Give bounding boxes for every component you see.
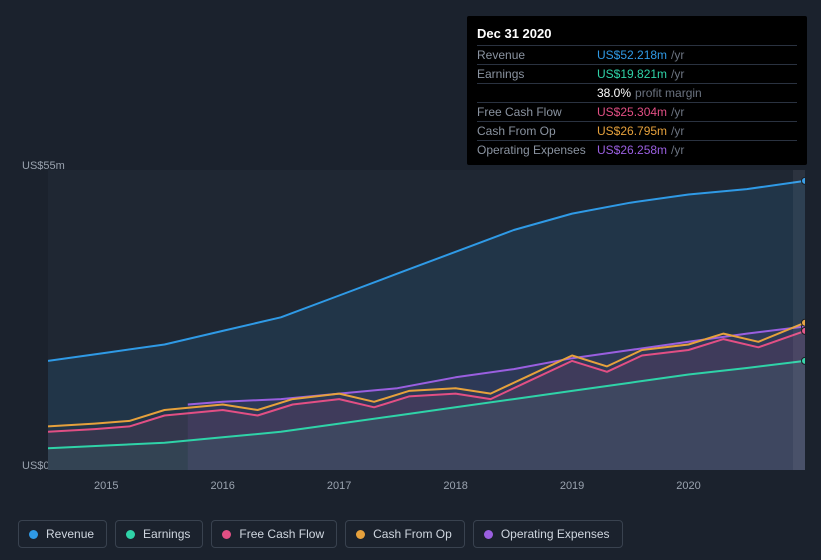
x-axis-tick: 2015 bbox=[94, 480, 118, 492]
tooltip-row-label: Revenue bbox=[477, 48, 597, 62]
chart-highlight-band bbox=[793, 170, 805, 470]
legend-swatch-icon bbox=[222, 530, 231, 539]
x-axis-tick: 2020 bbox=[676, 480, 700, 492]
tooltip-row-label: Cash From Op bbox=[477, 124, 597, 138]
legend-item-label: Free Cash Flow bbox=[239, 527, 324, 541]
tooltip-row-unit: profit margin bbox=[635, 86, 702, 100]
financials-chart: US$55mUS$0 201520162017201820192020 bbox=[18, 152, 805, 502]
x-axis-tick: 2018 bbox=[443, 480, 467, 492]
tooltip-row-value: US$25.304m bbox=[597, 105, 667, 119]
tooltip-row-value: US$52.218m bbox=[597, 48, 667, 62]
legend-item-operating-expenses[interactable]: Operating Expenses bbox=[473, 520, 623, 548]
legend-item-label: Operating Expenses bbox=[501, 527, 610, 541]
x-axis-tick: 2016 bbox=[210, 480, 234, 492]
chart-svg bbox=[48, 170, 805, 470]
tooltip-row-unit: /yr bbox=[671, 67, 684, 81]
chart-legend: Revenue Earnings Free Cash Flow Cash From O… bbox=[18, 520, 805, 548]
chart-plot-area[interactable] bbox=[48, 170, 805, 470]
chart-tooltip: Dec 31 2020 RevenueUS$52.218m/yrEarnings… bbox=[467, 16, 807, 165]
tooltip-row-unit: /yr bbox=[671, 105, 684, 119]
tooltip-row: 38.0% profit margin bbox=[477, 83, 797, 102]
tooltip-row-label: Free Cash Flow bbox=[477, 105, 597, 119]
legend-item-cash-from-op[interactable]: Cash From Op bbox=[345, 520, 465, 548]
x-axis-tick: 2017 bbox=[327, 480, 351, 492]
tooltip-row: Cash From OpUS$26.795m/yr bbox=[477, 121, 797, 140]
legend-item-revenue[interactable]: Revenue bbox=[18, 520, 107, 548]
tooltip-row: RevenueUS$52.218m/yr bbox=[477, 45, 797, 64]
tooltip-row-unit: /yr bbox=[671, 48, 684, 62]
legend-swatch-icon bbox=[484, 530, 493, 539]
tooltip-row-value: US$19.821m bbox=[597, 67, 667, 81]
tooltip-row-value: 38.0% bbox=[597, 86, 631, 100]
legend-swatch-icon bbox=[29, 530, 38, 539]
legend-item-label: Revenue bbox=[46, 527, 94, 541]
tooltip-row: EarningsUS$19.821m/yr bbox=[477, 64, 797, 83]
legend-swatch-icon bbox=[126, 530, 135, 539]
x-axis-tick: 2019 bbox=[560, 480, 584, 492]
tooltip-row-value: US$26.795m bbox=[597, 124, 667, 138]
tooltip-row: Free Cash FlowUS$25.304m/yr bbox=[477, 102, 797, 121]
y-axis-label: US$0 bbox=[22, 460, 50, 472]
tooltip-row-unit: /yr bbox=[671, 124, 684, 138]
tooltip-date: Dec 31 2020 bbox=[477, 22, 797, 45]
legend-item-free-cash-flow[interactable]: Free Cash Flow bbox=[211, 520, 337, 548]
legend-item-label: Earnings bbox=[143, 527, 190, 541]
legend-swatch-icon bbox=[356, 530, 365, 539]
tooltip-row-label: Earnings bbox=[477, 67, 597, 81]
legend-item-label: Cash From Op bbox=[373, 527, 452, 541]
x-axis: 2015 2016 2017 2018 2019 2020 bbox=[48, 480, 805, 500]
legend-item-earnings[interactable]: Earnings bbox=[115, 520, 203, 548]
